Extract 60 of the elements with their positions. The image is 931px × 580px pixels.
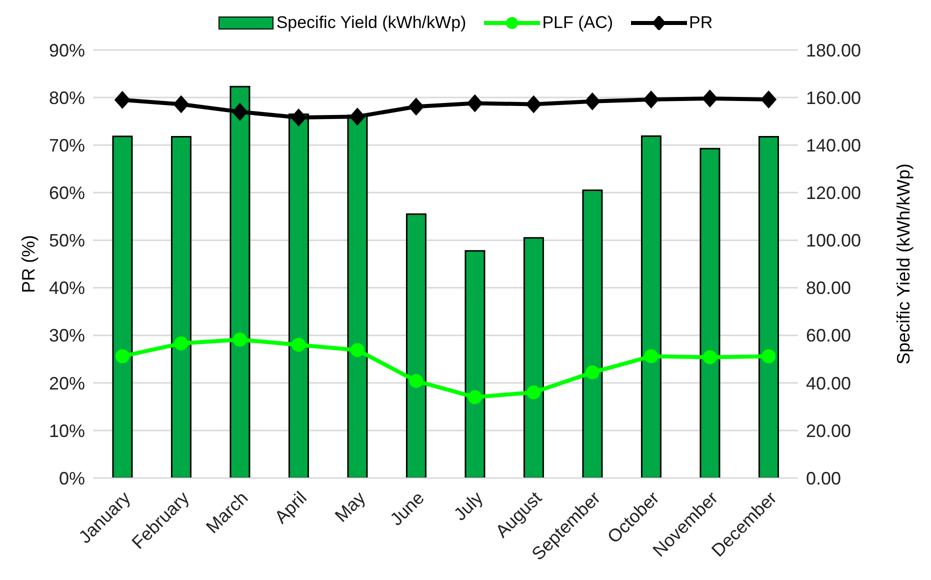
point	[115, 349, 130, 364]
point	[292, 338, 306, 352]
y-tick-label: 0%	[58, 468, 85, 488]
y2-tick-label: 140.00	[806, 136, 862, 156]
point	[409, 374, 424, 388]
bar	[523, 237, 544, 478]
y-tick-label: 60%	[48, 183, 85, 204]
bar	[700, 148, 720, 478]
y2-tick-label: 80.00	[806, 278, 852, 298]
point	[644, 349, 658, 364]
y2-tick-label: 100.00	[806, 230, 862, 251]
y-tick-label: 50%	[48, 230, 85, 251]
point	[174, 336, 188, 350]
bar	[758, 136, 779, 478]
y-tick-label: 90%	[48, 40, 85, 60]
point	[466, 94, 483, 112]
y2-tick-label: 60.00	[806, 326, 852, 346]
x-tick-label: May	[331, 488, 370, 526]
point	[584, 92, 600, 110]
legend-label: PR	[689, 13, 713, 33]
y-tick-label: 70%	[48, 136, 85, 156]
point	[526, 95, 542, 114]
y2-tick-label: 20.00	[806, 420, 852, 441]
point	[702, 90, 718, 108]
point	[290, 108, 307, 127]
bar	[406, 213, 426, 478]
x-tick-label: July	[450, 488, 487, 525]
point	[468, 390, 482, 404]
point	[173, 95, 190, 114]
bar	[464, 250, 486, 478]
y-tick-label: 30%	[48, 326, 85, 346]
y2-axis-title: Specific Yield (kWh/kWp)	[893, 163, 914, 365]
point	[585, 365, 600, 380]
bar	[170, 136, 192, 478]
point	[760, 90, 777, 108]
point	[643, 90, 660, 108]
point	[526, 385, 541, 400]
bar	[640, 135, 662, 478]
y2-tick-label: 40.00	[806, 373, 852, 394]
y2-tick-label: 120.00	[806, 183, 862, 204]
legend-label: PLF (AC)	[542, 13, 614, 33]
y-tick-label: 10%	[48, 420, 85, 441]
bar	[582, 190, 603, 478]
point	[349, 108, 366, 126]
y-tick-label: 20%	[48, 373, 85, 394]
point	[350, 343, 364, 358]
y-tick-label: 40%	[48, 278, 85, 298]
y2-tick-label: 0.00	[806, 468, 842, 488]
point	[702, 350, 717, 364]
legend-label: Specific Yield (kWh/kWp)	[276, 13, 466, 33]
bar	[112, 136, 133, 478]
y2-tick-label: 160.00	[806, 88, 862, 108]
point	[114, 90, 130, 109]
point	[408, 98, 424, 116]
point	[762, 349, 776, 364]
y-tick-label: 80%	[48, 88, 85, 108]
y2-tick-label: 180.00	[806, 40, 862, 60]
y-axis-title: PR (%)	[18, 235, 38, 293]
point	[232, 332, 247, 347]
point	[232, 102, 248, 121]
